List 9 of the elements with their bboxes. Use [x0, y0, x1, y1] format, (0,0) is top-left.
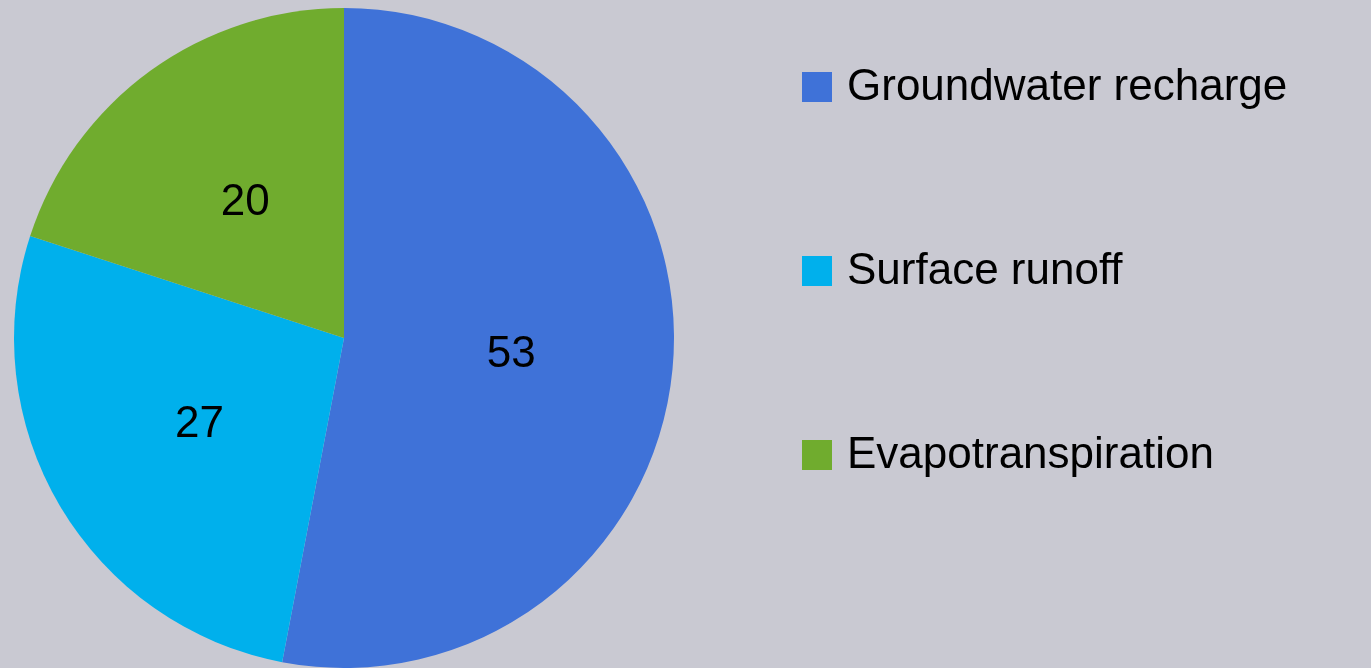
pie-slice [14, 236, 344, 663]
legend-label: Groundwater recharge [847, 60, 1288, 109]
data-label: 53 [486, 326, 536, 376]
pie-slice [282, 8, 674, 668]
pie-slice [30, 8, 344, 338]
legend-label: Evapotranspiration [847, 428, 1214, 477]
data-label: 27 [174, 396, 224, 446]
legend-label: Surface runoff [847, 244, 1124, 293]
data-label: 20 [220, 175, 270, 225]
